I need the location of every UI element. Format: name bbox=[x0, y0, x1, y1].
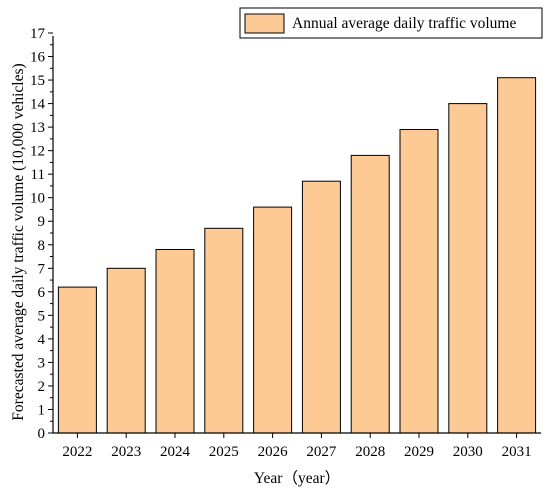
bar-2025 bbox=[204, 227, 244, 434]
x-tick-label: 2023 bbox=[111, 444, 141, 460]
legend-label: Annual average daily traffic volume bbox=[292, 15, 516, 32]
bars bbox=[57, 77, 537, 434]
y-tick-label: 10 bbox=[30, 191, 45, 207]
x-tick-label: 2026 bbox=[258, 444, 289, 460]
x-tick-label: 2030 bbox=[453, 444, 483, 460]
y-tick-label: 7 bbox=[38, 261, 46, 277]
y-tick-label: 11 bbox=[31, 167, 45, 183]
legend: Annual average daily traffic volume bbox=[239, 7, 543, 39]
y-tick-label: 12 bbox=[30, 144, 45, 160]
x-tick-label: 2031 bbox=[502, 444, 532, 460]
y-tick-label: 4 bbox=[38, 332, 46, 348]
x-tick-label: 2022 bbox=[62, 444, 92, 460]
bar-2024 bbox=[155, 249, 195, 434]
y-tick-label: 0 bbox=[38, 426, 46, 442]
bar-2026 bbox=[253, 206, 293, 434]
bar-2022 bbox=[57, 286, 97, 434]
y-tick-label: 16 bbox=[30, 50, 46, 66]
y-tick-label: 3 bbox=[38, 355, 46, 371]
y-tick-label: 6 bbox=[38, 285, 46, 301]
y-tick-label: 5 bbox=[38, 308, 46, 324]
y-tick-label: 1 bbox=[38, 402, 46, 418]
bar-2029 bbox=[399, 129, 439, 434]
bar-2028 bbox=[350, 154, 390, 434]
bar-2030 bbox=[448, 103, 488, 434]
legend-box bbox=[239, 7, 543, 39]
bar-2031 bbox=[497, 77, 537, 434]
y-tick-label: 17 bbox=[30, 26, 46, 42]
x-tick-label: 2029 bbox=[404, 444, 434, 460]
y-tick-label: 15 bbox=[30, 73, 45, 89]
x-ticks: 2022 2023 2024 2025 2026 2027 2028 2029 2030 2031 bbox=[62, 433, 532, 460]
axes bbox=[52, 36, 541, 434]
y-tick-label: 8 bbox=[38, 238, 46, 254]
y-tick-label: 9 bbox=[38, 214, 46, 230]
y-tick-label: 13 bbox=[30, 120, 45, 136]
x-axis-label: Year（year） bbox=[254, 470, 340, 487]
x-tick-label: 2028 bbox=[355, 444, 385, 460]
y-axis-label: Forecasted average daily traffic volume … bbox=[10, 63, 27, 420]
bar-2027 bbox=[301, 180, 341, 434]
x-tick-label: 2024 bbox=[160, 444, 191, 460]
y-tick-label: 2 bbox=[38, 379, 46, 395]
y-tick-label: 14 bbox=[30, 97, 46, 113]
x-tick-label: 2027 bbox=[306, 444, 337, 460]
legend-swatch bbox=[244, 13, 285, 34]
bar-2023 bbox=[106, 267, 146, 434]
x-tick-label: 2025 bbox=[209, 444, 239, 460]
